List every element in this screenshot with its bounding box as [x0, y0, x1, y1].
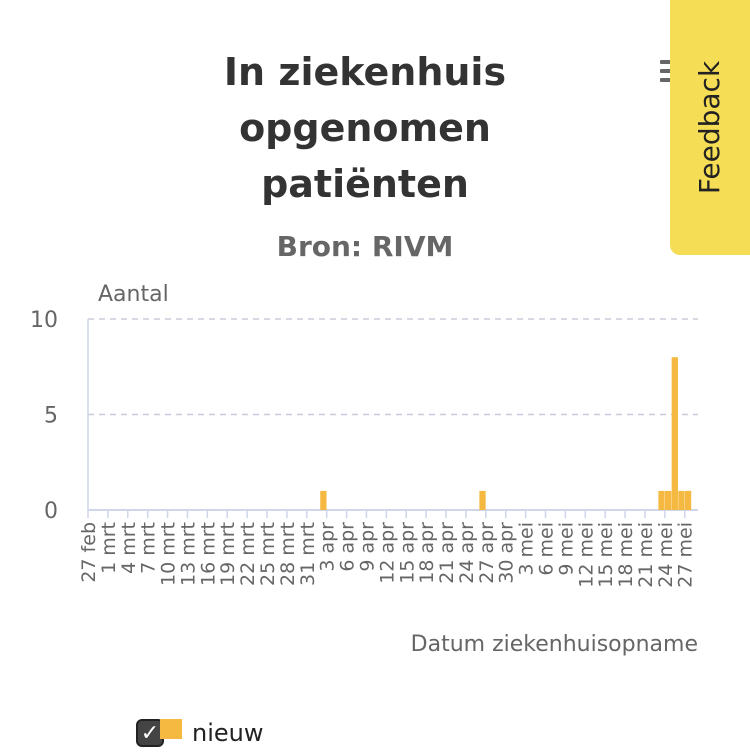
- bar: [479, 490, 486, 510]
- hamburger-menu-icon[interactable]: [660, 60, 676, 87]
- chart-title-line-3: patiënten: [261, 162, 469, 206]
- x-tick-label: 15 mei: [595, 522, 617, 588]
- x-tick-label: 13 mrt: [177, 522, 199, 586]
- feedback-button[interactable]: Feedback: [670, 0, 750, 255]
- x-tick-label: 25 mrt: [257, 522, 279, 586]
- x-tick-label: 6 apr: [337, 522, 359, 572]
- x-axis-label: Datum ziekenhuisopname: [411, 632, 698, 657]
- x-tick-label: 18 mei: [615, 522, 637, 588]
- x-tick-label: 22 mrt: [237, 522, 259, 586]
- y-axis-label: Aantal: [98, 282, 169, 307]
- x-tick-label: 12 apr: [376, 522, 398, 584]
- x-tick-label: 10 mrt: [158, 522, 180, 586]
- x-tick-label: 12 mei: [575, 522, 597, 588]
- legend-swatch: [160, 719, 182, 739]
- x-tick-label: 28 mrt: [277, 522, 299, 586]
- chart-title: In ziekenhuis opgenomen patiënten: [120, 44, 610, 212]
- y-tick-label: 0: [44, 499, 58, 524]
- x-tick-label: 24 mei: [655, 522, 677, 588]
- x-tick-label: 4 mrt: [118, 522, 140, 574]
- legend-label: nieuw: [192, 719, 264, 747]
- x-tick-label: 19 mrt: [217, 522, 239, 586]
- bar: [671, 357, 678, 510]
- chart-title-line-1: In ziekenhuis: [223, 50, 507, 94]
- x-tick-label: 16 mrt: [197, 522, 219, 586]
- y-tick-label: 5: [44, 404, 58, 429]
- x-tick-label: 15 apr: [396, 522, 418, 584]
- x-tick-label: 6 mei: [536, 522, 558, 576]
- feedback-label: Feedback: [693, 60, 727, 195]
- x-tick-label: 3 apr: [317, 522, 339, 572]
- x-tick-label: 9 apr: [356, 522, 378, 572]
- chart-title-line-2: opgenomen: [239, 106, 491, 150]
- x-tick-label: 21 apr: [436, 522, 458, 584]
- x-tick-label: 21 mei: [635, 522, 657, 588]
- x-tick-label: 7 mrt: [138, 522, 160, 574]
- x-tick-label: 31 mrt: [297, 522, 319, 586]
- x-tick-label: 27 apr: [476, 522, 498, 584]
- x-tick-label: 1 mrt: [98, 522, 120, 574]
- x-tick-label: 27 feb: [78, 522, 100, 583]
- bar: [658, 490, 665, 510]
- y-tick-label: 10: [30, 308, 58, 333]
- bar: [678, 490, 685, 510]
- bar: [320, 490, 327, 510]
- x-tick-label: 24 apr: [456, 522, 478, 584]
- legend[interactable]: ✓ nieuw: [136, 716, 263, 750]
- x-tick-label: 18 apr: [416, 522, 438, 584]
- bar: [684, 490, 692, 510]
- chart-subtitle: Bron: RIVM: [276, 230, 454, 263]
- bar: [665, 490, 672, 510]
- x-tick-label: 27 mei: [675, 522, 697, 588]
- x-tick-label: 30 apr: [496, 522, 518, 584]
- x-tick-label: 3 mei: [516, 522, 538, 576]
- x-tick-label: 9 mei: [555, 522, 577, 576]
